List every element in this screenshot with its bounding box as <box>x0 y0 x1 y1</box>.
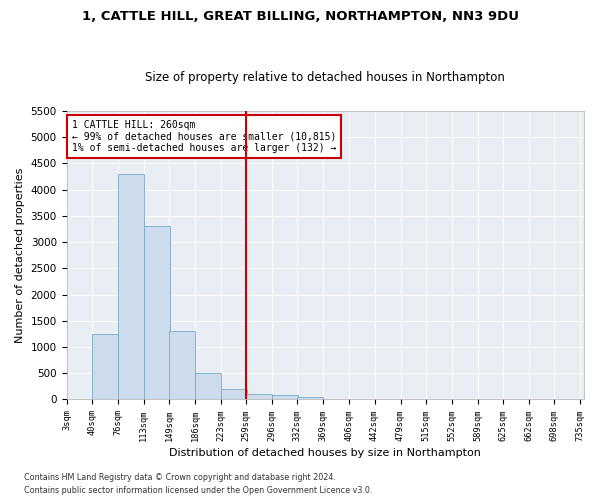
Text: 1, CATTLE HILL, GREAT BILLING, NORTHAMPTON, NN3 9DU: 1, CATTLE HILL, GREAT BILLING, NORTHAMPT… <box>82 10 518 23</box>
Bar <box>92 334 118 400</box>
Y-axis label: Number of detached properties: Number of detached properties <box>15 168 25 343</box>
Text: 1 CATTLE HILL: 260sqm
← 99% of detached houses are smaller (10,815)
1% of semi-d: 1 CATTLE HILL: 260sqm ← 99% of detached … <box>71 120 336 153</box>
Text: Contains HM Land Registry data © Crown copyright and database right 2024.
Contai: Contains HM Land Registry data © Crown c… <box>24 474 373 495</box>
Bar <box>246 394 272 400</box>
X-axis label: Distribution of detached houses by size in Northampton: Distribution of detached houses by size … <box>169 448 481 458</box>
Bar <box>144 226 170 400</box>
Bar <box>195 373 221 400</box>
Bar <box>118 174 144 400</box>
Title: Size of property relative to detached houses in Northampton: Size of property relative to detached ho… <box>145 70 505 84</box>
Bar <box>221 389 247 400</box>
Bar <box>272 396 298 400</box>
Bar <box>298 396 323 400</box>
Bar <box>169 331 195 400</box>
